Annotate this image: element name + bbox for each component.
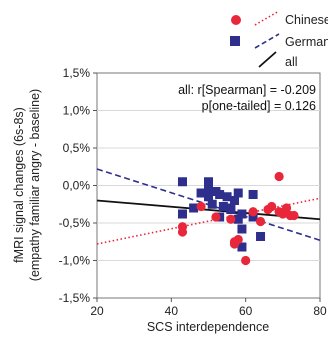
point-germans-0	[177, 177, 187, 187]
legend-marker-germans	[230, 36, 240, 46]
x-tick-label-2: 60	[239, 304, 253, 318]
point-germans-12	[222, 192, 232, 202]
legend-label-germans: Germans	[285, 35, 328, 49]
y-tick-label-4: -0,5%	[59, 216, 91, 230]
point-germans-23	[237, 224, 247, 234]
y-tick-label-2: 0,5%	[63, 141, 91, 155]
x-tick-label-0: 20	[90, 304, 104, 318]
point-germans-11	[218, 202, 228, 211]
point-chinese-13	[274, 171, 284, 182]
point-chinese-16	[281, 203, 292, 213]
point-germans-2	[189, 203, 199, 213]
legend-label-chinese: Chinese	[285, 13, 328, 27]
point-germans-16	[233, 188, 243, 198]
data-points	[177, 171, 299, 266]
point-germans-21	[248, 212, 258, 222]
point-germans-1	[177, 209, 187, 219]
y-tick-label-0: 1,5%	[63, 66, 91, 80]
x-tick-label-3: 80	[313, 304, 327, 318]
y-axis-title: fMRI signal changes (6s-8s) (empathy fam…	[12, 89, 42, 281]
legend-line-all	[258, 51, 277, 68]
point-germans-20	[248, 190, 258, 199]
point-germans-9	[215, 190, 225, 199]
annotation-p-value: p[one-tailed] = 0.126	[202, 99, 316, 113]
legend-marker-chinese	[231, 15, 241, 25]
point-germans-22	[256, 232, 266, 241]
x-axis-title: SCS interdependence	[147, 320, 269, 334]
point-germans-7	[207, 199, 217, 209]
grid-layer	[97, 110, 320, 261]
point-chinese-3	[211, 212, 221, 222]
point-chinese-4	[226, 214, 236, 224]
y-tick-label-5: -1,0%	[59, 254, 91, 268]
point-chinese-10	[255, 216, 266, 227]
point-germans-17	[233, 214, 243, 224]
y-tick-label-6: -1,5%	[59, 291, 91, 305]
y-tick-label-1: 1,0%	[63, 104, 91, 118]
point-germans-14	[226, 205, 236, 214]
tick-layer: 1,5% 1,0% 0,5% 0,0% -0,5% -1,0% -1,5%20 40 60 80	[59, 66, 327, 318]
point-chinese-2	[196, 201, 206, 212]
y-tick-label-3: 0,0%	[63, 179, 91, 193]
legend: Chinese Germans all	[230, 10, 328, 69]
y-axis-title-line-2: (empathy familiar angry - baseline)	[28, 89, 42, 281]
point-germans-15	[230, 196, 240, 205]
point-chinese-7	[229, 239, 240, 249]
point-germans-19	[237, 242, 247, 252]
point-chinese-12	[267, 201, 277, 212]
point-germans-18	[237, 209, 247, 219]
legend-line-germans	[254, 33, 280, 49]
legend-label-all: all	[285, 55, 298, 69]
annotation-spearman: all: r[Spearman] = -0.209	[178, 83, 316, 97]
point-chinese-18	[289, 210, 299, 221]
point-germans-4	[204, 177, 213, 187]
legend-line-chinese	[254, 10, 280, 26]
point-chinese-8	[241, 255, 251, 266]
point-germans-3	[196, 188, 206, 198]
y-axis-title-line-1: fMRI signal changes (6s-8s)	[12, 107, 26, 263]
point-chinese-1	[177, 222, 188, 232]
point-chinese-9	[248, 207, 258, 217]
point-germans-6	[204, 192, 213, 202]
x-tick-label-1: 40	[165, 304, 179, 318]
point-germans-5	[204, 184, 213, 194]
